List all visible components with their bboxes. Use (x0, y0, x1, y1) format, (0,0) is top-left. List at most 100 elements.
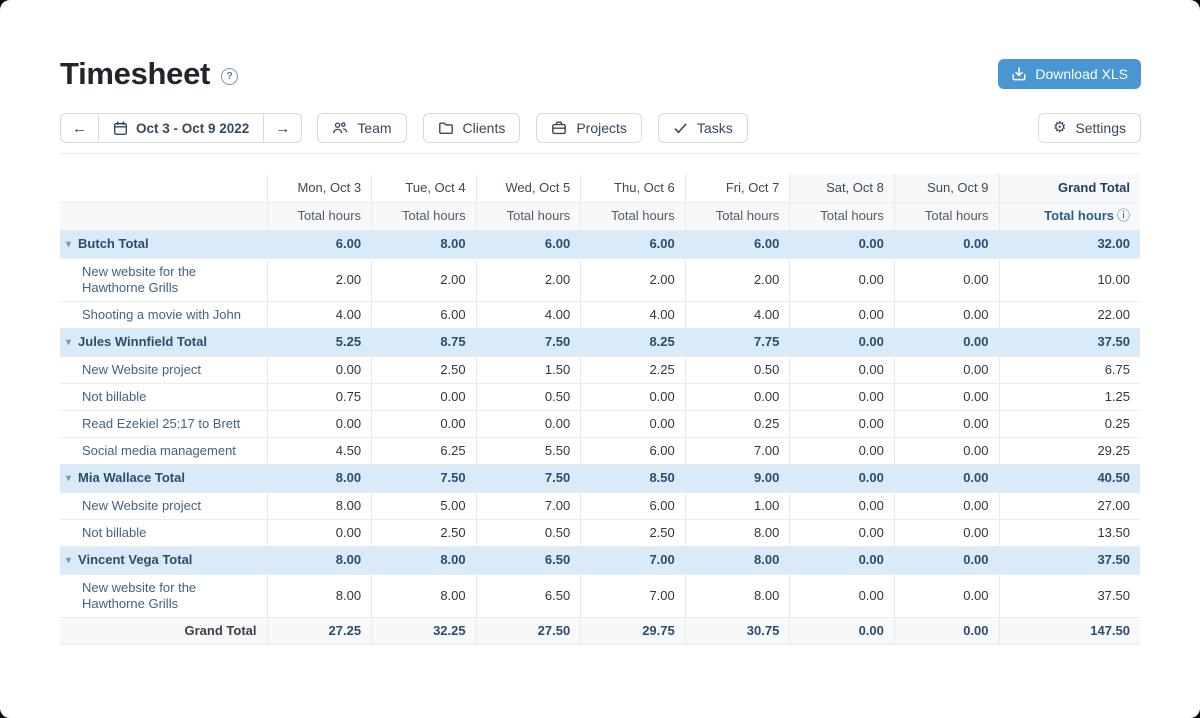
hours-cell: 0.00 (266, 519, 372, 547)
row-total-cell: 0.25 (998, 410, 1140, 438)
filter-projects-button[interactable]: Projects (536, 113, 642, 143)
person-total-row: ▾ Mia Wallace Total 8.00 7.50 7.50 8.50 9.00 0.… (60, 464, 1140, 493)
row-label: Mia Wallace Total (78, 469, 185, 485)
check-icon (674, 123, 687, 133)
footer-hours-cell: 30.75 (684, 617, 790, 645)
footer-hours-cell: 27.25 (266, 617, 372, 645)
hours-cell: 7.00 (580, 546, 686, 575)
filter-clients-label: Clients (462, 120, 506, 136)
row-total-cell: 13.50 (998, 519, 1140, 547)
row-label: New website for the Hawthorne Grills (82, 579, 197, 611)
row-label: Not billable (82, 388, 147, 404)
download-xls-button[interactable]: Download XLS (998, 59, 1141, 89)
header-row-subtitles: Total hours Total hours Total hours Total h… (60, 202, 1140, 231)
arrow-left-icon: ← (72, 119, 87, 137)
task-row: New Website project 8.00 5.00 7.00 6.00 1.00 0… (60, 492, 1140, 520)
subheader-cell: Total hours (789, 202, 895, 231)
hours-cell: 2.00 (580, 258, 686, 302)
prev-week-button[interactable]: ← (61, 114, 98, 142)
person-label-cell: ▾ Butch Total (60, 230, 267, 259)
settings-button[interactable]: ⚙ Settings (1037, 113, 1141, 143)
row-total-cell: 27.00 (998, 492, 1140, 520)
hours-cell: 8.00 (266, 492, 372, 520)
info-icon[interactable]: ⓘ (1116, 208, 1130, 223)
row-total-cell: 22.00 (998, 301, 1140, 329)
hours-cell: 0.75 (266, 383, 372, 411)
hours-cell: 0.00 (893, 356, 999, 384)
next-week-button[interactable]: → (263, 114, 301, 142)
footer-hours-cell: 0.00 (789, 617, 895, 645)
settings-label: Settings (1075, 120, 1126, 136)
hours-cell: 4.00 (266, 301, 372, 329)
hours-cell: 6.00 (580, 230, 686, 259)
hours-cell: 6.50 (475, 546, 581, 575)
collapse-caret-icon[interactable]: ▾ (66, 238, 72, 250)
hours-cell: 0.00 (580, 410, 686, 438)
row-total-cell: 40.50 (998, 464, 1140, 493)
hours-cell: 0.00 (475, 410, 581, 438)
day-header-cell: Mon, Oct 3 (266, 174, 372, 203)
filter-clients-button[interactable]: Clients (422, 113, 521, 143)
hours-cell: 7.75 (684, 328, 790, 357)
hours-cell: 0.00 (893, 574, 999, 618)
grand-total-row: Grand Total 27.25 32.25 27.50 29.75 30.75 0.0… (60, 617, 1140, 645)
filter-team-button[interactable]: Team (317, 113, 407, 143)
row-total-cell: 37.50 (998, 328, 1140, 357)
row-total-cell: 37.50 (998, 546, 1140, 575)
task-row: Social media management 4.50 6.25 5.50 6.00 7… (60, 437, 1140, 465)
hours-cell: 2.00 (266, 258, 372, 302)
hours-cell: 0.00 (789, 464, 895, 493)
filter-tasks-label: Tasks (696, 120, 733, 136)
hours-cell: 0.00 (789, 230, 895, 259)
row-label: Social media management (82, 442, 236, 458)
task-row: Not billable 0.00 2.50 0.50 2.50 8.00 0.00 0.00… (60, 519, 1140, 547)
hours-cell: 0.00 (893, 383, 999, 411)
hours-cell: 0.00 (684, 383, 790, 411)
hours-cell: 6.00 (580, 437, 686, 465)
day-header-cell: Sun, Oct 9 (893, 174, 999, 203)
hours-cell: 8.00 (371, 230, 477, 259)
hours-cell: 2.50 (371, 519, 477, 547)
row-label: Shooting a movie with John (82, 306, 241, 322)
hours-cell: 8.50 (580, 464, 686, 493)
person-label-cell: ▾ Jules Winnfield Total (60, 328, 267, 357)
hours-cell: 7.00 (580, 574, 686, 618)
hours-cell: 8.00 (266, 574, 372, 618)
hours-cell: 0.00 (371, 410, 477, 438)
day-header-cell: Wed, Oct 5 (475, 174, 581, 203)
hours-cell: 0.00 (893, 301, 999, 329)
grand-total-subheader-cell: Total hours ⓘ (998, 202, 1140, 231)
hours-cell: 0.50 (475, 383, 581, 411)
collapse-caret-icon[interactable]: ▾ (66, 472, 72, 484)
row-label: New Website project (82, 361, 201, 377)
hours-cell: 0.00 (580, 383, 686, 411)
subheader-cell: Total hours (684, 202, 790, 231)
header-row-dates: Mon, Oct 3 Tue, Oct 4 Wed, Oct 5 Thu, Oct 6… (60, 174, 1140, 203)
hours-cell: 0.00 (893, 519, 999, 547)
person-total-row: ▾ Jules Winnfield Total 5.25 8.75 7.50 8.25 7.… (60, 328, 1140, 357)
row-total-cell: 37.50 (998, 574, 1140, 618)
hours-cell: 8.00 (371, 574, 477, 618)
date-range-button[interactable]: Oct 3 - Oct 9 2022 (98, 114, 263, 142)
hours-cell: 0.00 (789, 328, 895, 357)
hours-cell: 0.00 (371, 383, 477, 411)
hours-cell: 2.00 (371, 258, 477, 302)
task-label-cell: Not billable (60, 383, 267, 411)
footer-hours-cell: 27.50 (475, 617, 581, 645)
label-column-subheader (60, 202, 267, 231)
row-label: Not billable (82, 524, 147, 540)
hours-cell: 8.00 (684, 546, 790, 575)
person-label-cell: ▾ Vincent Vega Total (60, 546, 267, 575)
filter-tasks-button[interactable]: Tasks (657, 113, 748, 143)
hours-cell: 0.00 (893, 546, 999, 575)
help-icon[interactable]: ? (221, 67, 239, 85)
task-row: Shooting a movie with John 4.00 6.00 4.00 4.… (60, 301, 1140, 329)
row-label: Vincent Vega Total (78, 551, 193, 567)
toolbar-separator (60, 153, 1140, 154)
person-label-cell: ▾ Mia Wallace Total (60, 464, 267, 493)
collapse-caret-icon[interactable]: ▾ (66, 336, 72, 348)
arrow-right-icon: → (275, 119, 291, 137)
subheader-cell: Total hours (371, 202, 477, 231)
task-row: New Website project 0.00 2.50 1.50 2.25 0.50 0… (60, 356, 1140, 384)
collapse-caret-icon[interactable]: ▾ (66, 554, 72, 566)
